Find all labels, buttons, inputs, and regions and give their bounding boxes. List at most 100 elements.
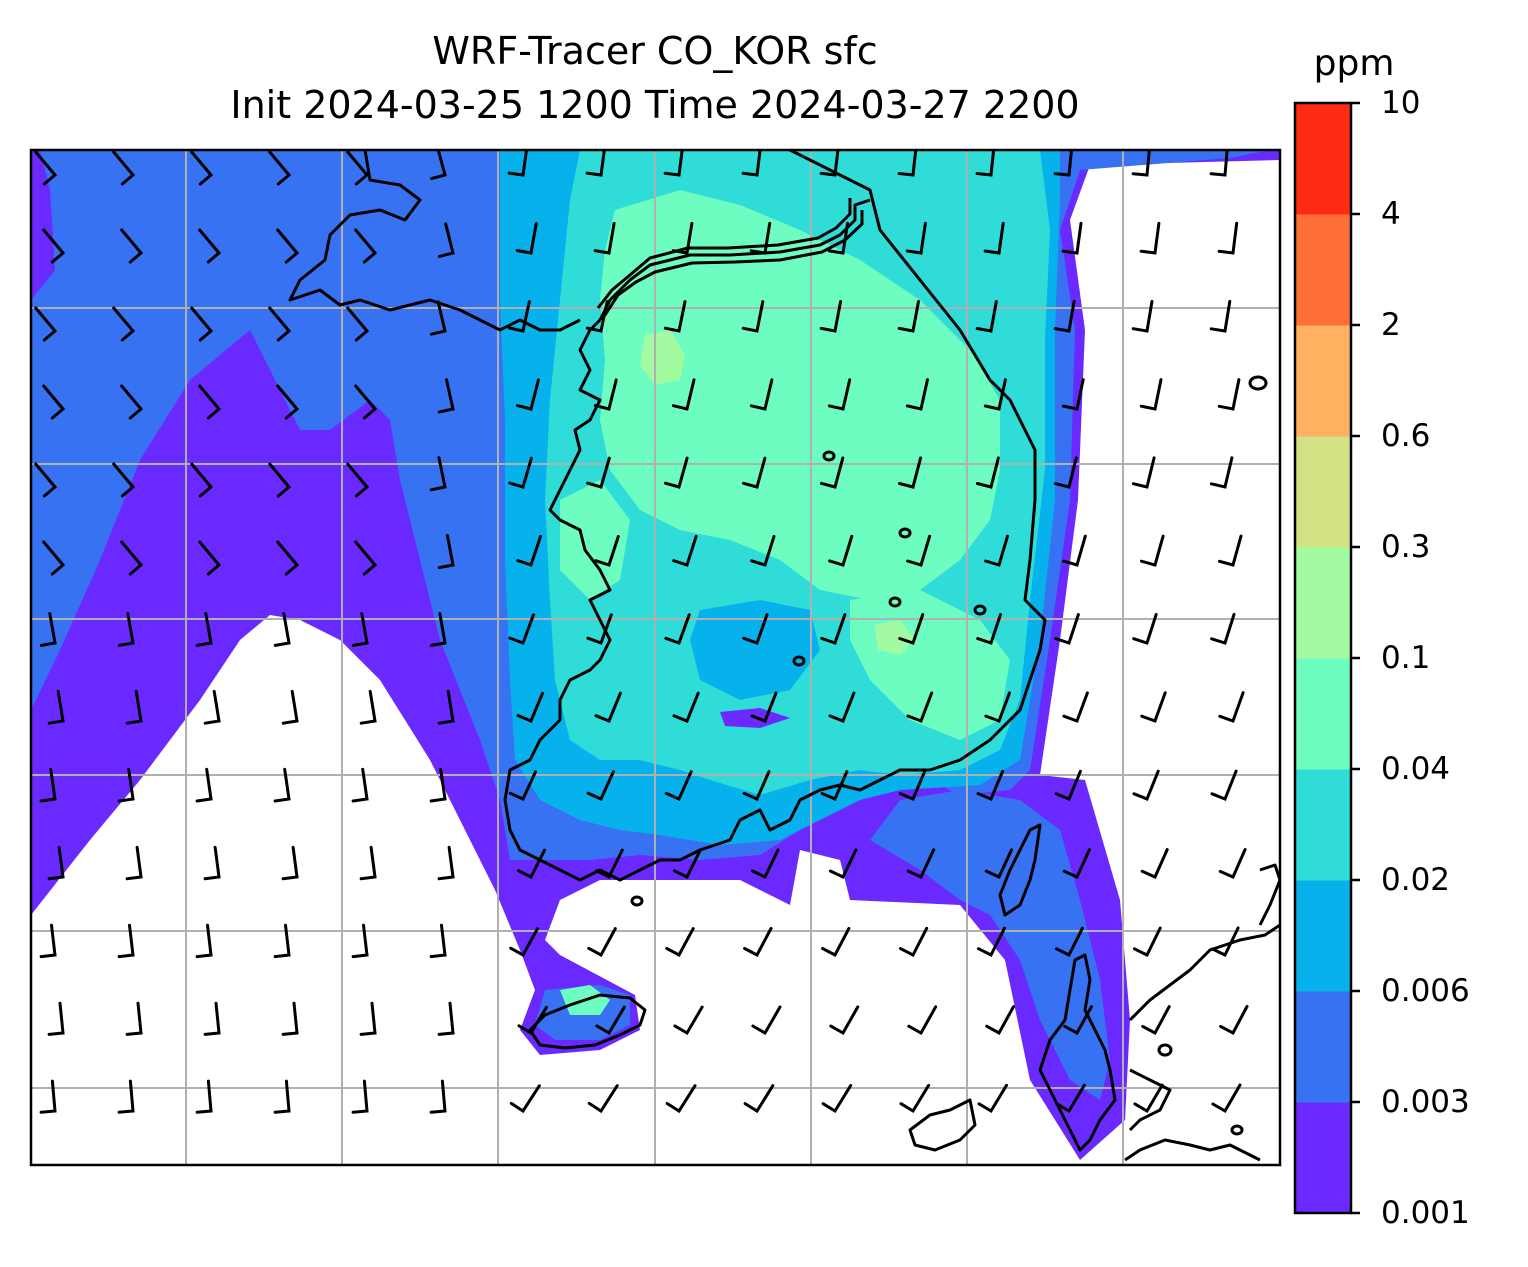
wind-barb	[39, 612, 57, 647]
colorbar-tick-label: 0.02	[1381, 862, 1451, 898]
tsushima-island	[998, 823, 1042, 917]
china-korea-border-3	[596, 198, 852, 309]
colorbar-segment	[1295, 658, 1351, 770]
wind-barb	[281, 1001, 299, 1036]
wind-barb	[1063, 1005, 1093, 1036]
lake-5	[792, 655, 806, 667]
wind-barb	[276, 384, 300, 420]
wind-barb	[516, 535, 542, 567]
wind-barb	[1062, 691, 1089, 723]
wind-barb	[34, 462, 58, 498]
wind-barb	[829, 1005, 860, 1036]
colorbar-tick-label: 0.006	[1381, 973, 1470, 1009]
islet-japan	[1157, 1043, 1173, 1057]
wind-barb	[112, 150, 136, 186]
wind-barb	[751, 1005, 782, 1036]
wind-barb	[975, 456, 1000, 489]
wind-barb	[663, 150, 684, 177]
colorbar-segment	[1295, 769, 1351, 881]
wind-barb	[351, 767, 369, 803]
wind-barb	[195, 1079, 213, 1114]
wind-barb	[665, 927, 695, 958]
wind-barb	[508, 613, 535, 645]
wind-barb	[359, 845, 377, 881]
wind-barb	[515, 222, 538, 255]
wind-barb	[743, 1084, 775, 1114]
wind-barb	[39, 767, 57, 803]
wind-barb	[268, 306, 292, 342]
wind-barb	[742, 613, 769, 645]
wind-barb	[1218, 691, 1245, 723]
wind-barb	[276, 540, 300, 576]
wind-barb	[743, 927, 773, 958]
wind-barb	[125, 689, 143, 725]
wind-barb	[907, 1005, 938, 1036]
wind-barb	[516, 691, 544, 723]
wind-barb	[1061, 221, 1083, 255]
wind-barb	[586, 770, 615, 801]
wind-barb	[195, 612, 213, 647]
colorbar-tick-label: 0.001	[1381, 1195, 1470, 1231]
wind-barb	[354, 228, 378, 264]
wind-barb	[354, 384, 378, 420]
colorbar-tick-label: 0.3	[1381, 529, 1431, 565]
wind-barb	[437, 689, 455, 725]
wind-barb	[346, 150, 370, 186]
wind-barb	[1139, 221, 1161, 255]
wind-barb	[1055, 926, 1084, 958]
wind-barb	[515, 378, 540, 411]
wind-barb	[1132, 769, 1160, 801]
wind-barb	[1210, 769, 1238, 801]
wind-barb	[593, 378, 618, 411]
wind-barb	[594, 535, 620, 567]
korea-peninsula-coastline	[503, 150, 1047, 882]
wind-barb	[742, 456, 767, 489]
wind-barb	[273, 767, 291, 803]
wind-barb	[47, 845, 65, 881]
field-level-004	[600, 190, 1000, 600]
wind-barb	[977, 1083, 1008, 1114]
wind-barb	[34, 150, 58, 186]
colorbar-segment	[1295, 214, 1351, 326]
wind-barb	[828, 691, 856, 723]
field-level-01	[640, 330, 685, 385]
wind-barb	[595, 848, 624, 880]
wind-barb	[587, 1084, 619, 1114]
wind-barb	[429, 300, 447, 336]
wind-barb	[429, 923, 447, 959]
colorbar-tick-label: 0.003	[1381, 1084, 1470, 1120]
wind-barb	[1210, 926, 1240, 958]
wind-barb	[905, 378, 929, 411]
wind-barb	[198, 384, 222, 420]
colorbar-unit-label: ppm	[1313, 43, 1395, 84]
wind-barb	[190, 462, 214, 498]
wind-barb	[112, 306, 136, 342]
wind-barb	[42, 540, 66, 576]
colorbar-tick-label: 2	[1381, 307, 1401, 343]
wind-barb	[1053, 456, 1078, 489]
wind-barb	[268, 462, 292, 498]
wind-barb	[42, 384, 66, 420]
japan-inner-coastline	[1128, 1068, 1172, 1132]
colorbar-tick-label: 0.6	[1381, 418, 1431, 454]
wind-barb	[517, 1005, 548, 1036]
wind-barb	[117, 923, 135, 959]
wind-barb	[820, 770, 849, 801]
wind-barb	[750, 848, 780, 880]
wind-barb	[1132, 612, 1158, 645]
wind-barb	[672, 848, 702, 880]
wind-barb	[1209, 456, 1234, 489]
japan-islands-west	[908, 1098, 977, 1152]
wind-barb	[1131, 150, 1151, 177]
lake-3	[888, 596, 902, 608]
islet-east	[1248, 375, 1268, 391]
wind-barb	[273, 612, 291, 647]
wind-barb	[1053, 299, 1076, 333]
wind-barb	[276, 228, 300, 264]
islet-japan-2	[1230, 1124, 1244, 1136]
field-level-0006-inner	[690, 600, 820, 700]
wind-barb	[1218, 848, 1247, 879]
wind-barb	[1061, 378, 1085, 411]
wind-barb	[1141, 1005, 1171, 1036]
